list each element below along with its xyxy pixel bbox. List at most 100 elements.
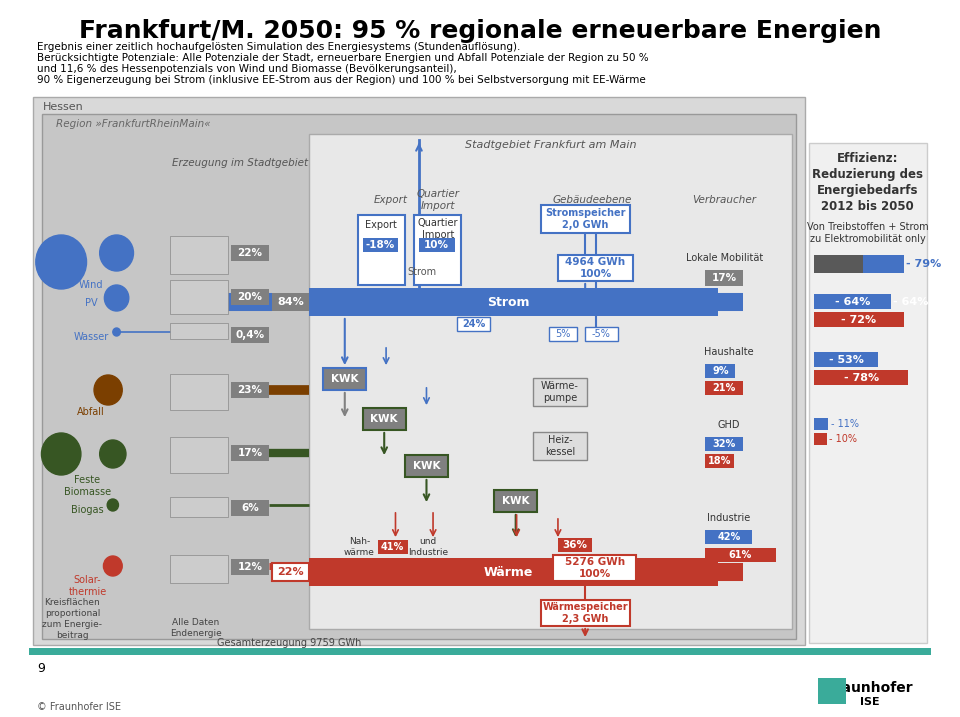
Text: Feste
Biomasse: Feste Biomasse	[64, 475, 111, 498]
Circle shape	[108, 499, 118, 511]
Text: Kreisflächen
proportional
zum Energie-
beitrag: Kreisflächen proportional zum Energie- b…	[42, 598, 103, 640]
Text: Wärme: Wärme	[484, 566, 533, 579]
Text: Haushalte: Haushalte	[704, 347, 754, 357]
Bar	[548, 327, 577, 341]
Text: Wärmespeicher
2,3 GWh: Wärmespeicher 2,3 GWh	[542, 602, 628, 625]
Circle shape	[104, 556, 122, 576]
Text: 24%: 24%	[462, 319, 485, 329]
Text: KWK: KWK	[331, 374, 358, 384]
Bar	[29, 648, 931, 655]
Text: Stadtgebiet Frankfurt am Main: Stadtgebiet Frankfurt am Main	[465, 140, 636, 150]
Bar	[272, 563, 309, 581]
Text: 42%: 42%	[717, 532, 740, 542]
Bar	[363, 408, 406, 430]
Bar	[814, 294, 891, 309]
Bar	[706, 437, 743, 451]
Text: - 64%: - 64%	[835, 297, 871, 307]
Text: Export: Export	[366, 220, 397, 230]
Bar	[814, 370, 908, 385]
Bar	[377, 540, 408, 554]
Text: Ergebnis einer zeitlich hochaufgelösten Simulation des Energiesystems (Stundenau: Ergebnis einer zeitlich hochaufgelösten …	[36, 42, 520, 52]
Text: 17%: 17%	[711, 273, 736, 283]
Bar	[170, 555, 228, 583]
Text: -5%: -5%	[591, 329, 611, 339]
Text: - 11%: - 11%	[831, 419, 859, 429]
Text: Stromspeicher
2,0 GWh: Stromspeicher 2,0 GWh	[545, 208, 625, 230]
Text: 84%: 84%	[276, 297, 303, 307]
Text: - 10%: - 10%	[829, 434, 857, 444]
Text: Solar-
thermie: Solar- thermie	[68, 575, 107, 597]
Bar	[706, 364, 735, 378]
Text: - 53%: - 53%	[828, 355, 864, 365]
Bar	[818, 678, 846, 704]
Text: PV: PV	[84, 298, 98, 308]
Text: Quartier
Import: Quartier Import	[417, 189, 459, 212]
Bar	[309, 288, 717, 316]
Text: Export: Export	[373, 195, 408, 205]
Text: Wasser: Wasser	[74, 332, 108, 342]
Text: Berücksichtigte Potenziale: Alle Potenziale der Stadt, erneuerbare Energien und : Berücksichtigte Potenziale: Alle Potenzi…	[36, 53, 648, 63]
Bar	[358, 215, 405, 285]
Bar	[170, 236, 228, 274]
Text: 9%: 9%	[712, 366, 729, 376]
Text: KWK: KWK	[413, 461, 441, 471]
Text: Biogas: Biogas	[71, 505, 104, 515]
Text: -18%: -18%	[366, 240, 396, 250]
Bar	[558, 538, 591, 552]
Bar	[170, 280, 228, 314]
Circle shape	[100, 440, 126, 468]
Text: Region »FrankfurtRheinMain«: Region »FrankfurtRheinMain«	[56, 119, 210, 129]
Text: - 78%: - 78%	[844, 373, 878, 383]
Text: Lokale Mobilität: Lokale Mobilität	[685, 253, 763, 263]
Text: 36%: 36%	[563, 540, 588, 550]
Text: Nah-
wärme: Nah- wärme	[344, 537, 374, 557]
Text: Gebäudeebene: Gebäudeebene	[553, 195, 633, 205]
Bar	[231, 245, 269, 261]
Bar	[706, 270, 743, 286]
Bar	[808, 143, 927, 643]
Text: 10%: 10%	[424, 240, 449, 250]
Bar	[309, 134, 792, 629]
Bar	[533, 378, 588, 406]
Bar	[231, 559, 269, 575]
Bar	[363, 238, 398, 252]
Bar	[309, 558, 717, 586]
Bar	[231, 445, 269, 461]
Text: 90 % Eigenerzeugung bei Strom (inklusive EE-Strom aus der Region) und 100 % bei : 90 % Eigenerzeugung bei Strom (inklusive…	[36, 75, 645, 85]
Bar	[533, 432, 588, 460]
Bar	[814, 312, 903, 327]
Bar	[706, 454, 733, 468]
Bar	[814, 433, 827, 445]
Text: 32%: 32%	[712, 439, 735, 449]
Text: © Fraunhofer ISE: © Fraunhofer ISE	[36, 702, 121, 712]
Text: Strom: Strom	[407, 267, 437, 277]
Text: 6%: 6%	[241, 503, 259, 513]
Text: Hessen: Hessen	[42, 102, 84, 112]
Bar	[415, 215, 461, 285]
Bar	[553, 555, 636, 581]
Text: 4964 GWh
100%: 4964 GWh 100%	[565, 257, 626, 279]
Bar	[33, 97, 804, 645]
Text: Gesamterzeugung 9759 GWh: Gesamterzeugung 9759 GWh	[217, 638, 361, 648]
Bar	[706, 548, 776, 562]
Text: 18%: 18%	[708, 456, 732, 466]
Bar	[419, 238, 455, 252]
Bar	[272, 293, 309, 311]
Circle shape	[94, 375, 122, 405]
Bar	[558, 255, 633, 281]
Text: Industrie: Industrie	[708, 513, 751, 523]
Circle shape	[100, 235, 133, 271]
Text: 61%: 61%	[729, 550, 752, 560]
Text: Strom: Strom	[487, 295, 529, 308]
Bar	[706, 381, 743, 395]
Circle shape	[105, 285, 129, 311]
Text: - 79%: - 79%	[906, 259, 942, 269]
Circle shape	[113, 328, 120, 336]
Text: 22%: 22%	[277, 567, 303, 577]
Text: 9: 9	[36, 662, 44, 675]
Text: - 72%: - 72%	[841, 315, 876, 325]
Circle shape	[41, 433, 81, 475]
Circle shape	[36, 235, 86, 289]
Text: Erzeugung im Stadtgebiet: Erzeugung im Stadtgebiet	[173, 158, 308, 168]
Text: KWK: KWK	[371, 414, 398, 424]
